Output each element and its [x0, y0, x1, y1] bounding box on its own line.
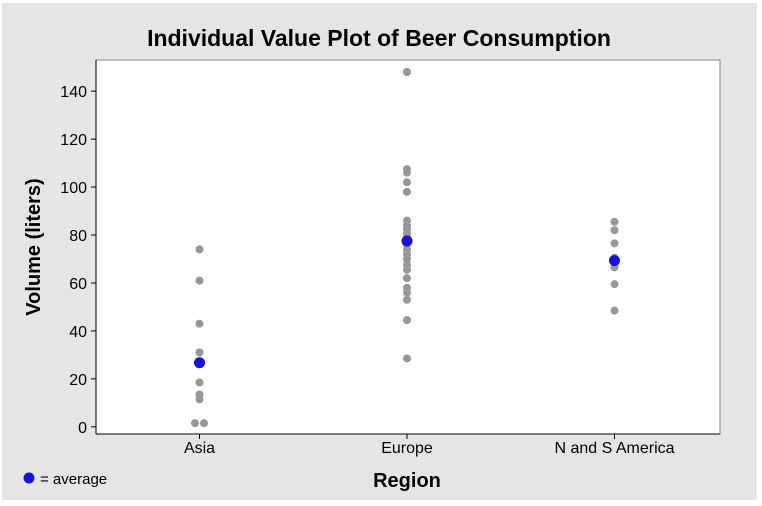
- data-point: [403, 254, 411, 263]
- legend: = average: [23, 471, 107, 488]
- data-point: [403, 316, 411, 325]
- data-point: [195, 348, 204, 357]
- data-point: [195, 245, 204, 254]
- data-point: [403, 187, 411, 196]
- data-point: [403, 168, 411, 177]
- y-tick-label: 100: [60, 180, 87, 197]
- data-point: [195, 395, 204, 404]
- data-point: [403, 274, 411, 283]
- average-point: [194, 357, 205, 369]
- y-tick-label: 140: [60, 84, 87, 101]
- y-tick-label: 20: [69, 372, 87, 389]
- average-point: [609, 255, 620, 267]
- legend-average-marker: [23, 472, 35, 484]
- y-tick-label: 0: [78, 420, 87, 437]
- data-point: [200, 419, 208, 428]
- y-tick-label: 120: [60, 132, 87, 149]
- legend-label: = average: [40, 471, 107, 488]
- x-axis: Asia Europe N and S America: [96, 433, 720, 457]
- x-axis-label: Region: [373, 470, 441, 492]
- data-point: [195, 319, 204, 328]
- y-tick-label: 60: [69, 276, 87, 293]
- data-point: [195, 276, 204, 285]
- chart-title: Individual Value Plot of Beer Consumptio…: [147, 25, 611, 51]
- y-axis: 0 20 40 60 80 100 120 140: [60, 60, 97, 437]
- data-point: [610, 280, 619, 289]
- data-point: [403, 295, 411, 304]
- data-point: [403, 67, 411, 76]
- x-tick-label: Asia: [184, 440, 215, 457]
- y-tick-label: 80: [69, 228, 87, 245]
- data-point: [610, 226, 619, 235]
- x-tick-label: N and S America: [554, 440, 674, 457]
- average-point: [401, 235, 413, 247]
- data-point: [610, 306, 619, 315]
- data-point: [403, 265, 411, 274]
- y-axis-label: Volume (liters): [23, 178, 45, 315]
- data-point: [610, 217, 619, 226]
- data-point: [403, 288, 411, 297]
- data-point: [195, 378, 204, 387]
- data-point: [403, 354, 411, 363]
- x-tick-label: Europe: [381, 440, 433, 457]
- average-markers: [194, 235, 620, 369]
- data-point: [403, 178, 411, 187]
- data-point: [610, 239, 619, 248]
- data-points: [191, 67, 619, 428]
- data-point: [191, 419, 199, 428]
- y-tick-label: 40: [69, 324, 87, 341]
